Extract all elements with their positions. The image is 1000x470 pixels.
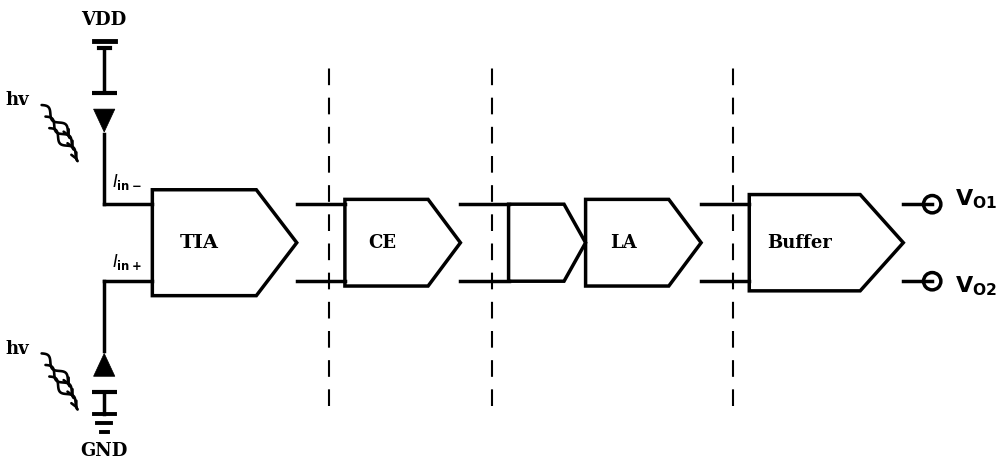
Text: VDD: VDD bbox=[82, 11, 127, 29]
Text: hv: hv bbox=[5, 91, 29, 109]
Polygon shape bbox=[94, 109, 115, 132]
Text: $\mathit{I}_{\mathbf{in-}}$: $\mathit{I}_{\mathbf{in-}}$ bbox=[112, 172, 142, 192]
Polygon shape bbox=[94, 353, 115, 376]
Text: $\mathbf{V}_{\mathbf{O2}}$: $\mathbf{V}_{\mathbf{O2}}$ bbox=[955, 274, 997, 298]
Text: $\mathbf{V}_{\mathbf{O1}}$: $\mathbf{V}_{\mathbf{O1}}$ bbox=[955, 188, 998, 211]
Text: LA: LA bbox=[610, 234, 636, 252]
Text: hv: hv bbox=[5, 340, 29, 358]
Text: $\mathit{I}_{\mathbf{in+}}$: $\mathit{I}_{\mathbf{in+}}$ bbox=[112, 251, 142, 272]
Text: GND: GND bbox=[81, 442, 128, 460]
Text: TIA: TIA bbox=[180, 234, 219, 252]
Text: Buffer: Buffer bbox=[767, 234, 832, 252]
Text: CE: CE bbox=[368, 234, 396, 252]
